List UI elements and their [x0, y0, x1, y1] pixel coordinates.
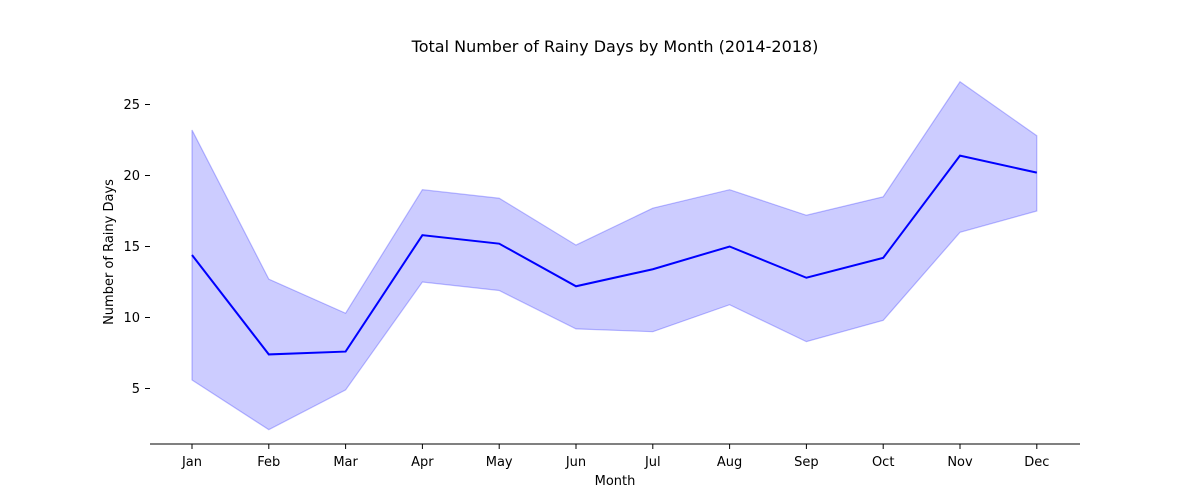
series-line: [191, 154, 1038, 356]
x-tick-label: Feb: [257, 455, 280, 470]
x-tick-label: May: [486, 455, 513, 470]
x-tick-label: Dec: [1024, 455, 1049, 470]
x-tick-label: Sep: [794, 455, 819, 470]
confidence-band-layer: [191, 80, 1038, 431]
x-tick-label: Apr: [411, 455, 434, 470]
x-tick-label: Mar: [333, 455, 358, 470]
x-tick-layer: Jan Feb Mar Apr May Jun Jul Aug Sep Oct Nov Dec: [181, 444, 1049, 470]
x-tick-label: Oct: [872, 455, 894, 470]
series-line-layer: [191, 154, 1038, 356]
x-tick-label: Jun: [565, 455, 586, 470]
x-tick-label: Nov: [947, 455, 973, 470]
y-tick-layer: 5 10 15 20 25: [123, 98, 150, 397]
x-tick-label: Aug: [717, 455, 742, 470]
y-tick-label: 10: [123, 311, 140, 326]
y-tick-label: 5: [132, 382, 140, 397]
x-tick-label: Jul: [644, 455, 661, 470]
y-tick-label: 15: [123, 240, 140, 255]
chart-title: Total Number of Rainy Days by Month (201…: [411, 37, 819, 56]
y-tick-label: 20: [123, 169, 140, 184]
confidence-band: [191, 80, 1038, 431]
y-axis-label: Number of Rainy Days: [102, 179, 117, 325]
x-axis-label: Month: [595, 474, 636, 489]
x-tick-label: Jan: [181, 455, 202, 470]
y-tick-label: 25: [123, 98, 140, 113]
